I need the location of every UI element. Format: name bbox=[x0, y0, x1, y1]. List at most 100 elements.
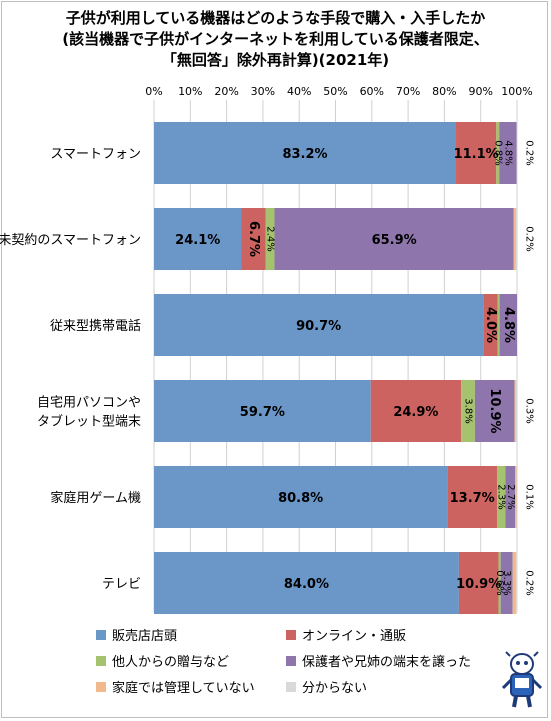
data-label: 0.1% bbox=[524, 484, 535, 509]
bar-segment bbox=[265, 208, 275, 270]
bar-segment bbox=[500, 552, 513, 614]
bar-segment bbox=[515, 466, 517, 528]
x-tick-label: 60% bbox=[360, 85, 384, 98]
legend-item-online: オンライン・通販 bbox=[286, 625, 406, 644]
legend-swatch-not-managed bbox=[96, 681, 106, 692]
data-label: 80.8% bbox=[278, 491, 323, 506]
legend-label-gift: 他人からの贈与など bbox=[112, 655, 230, 670]
data-label: 3.3% bbox=[501, 570, 512, 595]
legend-label-not-managed: 家庭では管理していない bbox=[112, 681, 255, 696]
bar-segment bbox=[456, 122, 497, 184]
category-label: 家庭用ゲーム機 bbox=[50, 490, 141, 506]
data-label: 10.9% bbox=[456, 577, 501, 592]
data-label: 0.2% bbox=[524, 226, 535, 251]
x-tick-label: 50% bbox=[323, 85, 347, 98]
bar-segment bbox=[447, 466, 498, 528]
bar-segment bbox=[154, 208, 242, 270]
bar-segment bbox=[516, 122, 518, 184]
bar-segment bbox=[499, 294, 517, 356]
legend-item-store: 販売店店頭 bbox=[96, 625, 177, 644]
legend-item-not-managed: 家庭では管理していない bbox=[96, 677, 255, 696]
category-label: テレビ bbox=[102, 577, 141, 592]
data-label: 83.2% bbox=[282, 147, 327, 162]
x-tick-label: 0% bbox=[145, 85, 162, 98]
data-label: 2.7% bbox=[505, 484, 516, 509]
title-line-1: 子供が利用している機器はどのような手段で購入・入手したか bbox=[65, 9, 486, 27]
data-label: 4.8% bbox=[502, 140, 513, 165]
bar-segment bbox=[241, 208, 266, 270]
x-tick-label: 40% bbox=[287, 85, 311, 98]
legend-item-gift: 他人からの贈与など bbox=[96, 651, 229, 670]
bar-segment bbox=[154, 466, 448, 528]
bar-segment bbox=[499, 122, 517, 184]
data-label: 13.7% bbox=[450, 491, 495, 506]
data-label: 3.8% bbox=[462, 398, 473, 423]
legend-label-online: オンライン・通販 bbox=[302, 629, 407, 644]
bar-segment bbox=[370, 380, 462, 442]
data-label: 2.3% bbox=[496, 484, 507, 509]
legend-swatch-gift bbox=[96, 655, 106, 666]
x-tick-label: 30% bbox=[251, 85, 275, 98]
data-label: 84.0% bbox=[284, 577, 329, 592]
bar-segment bbox=[515, 208, 517, 270]
bar-segment bbox=[154, 122, 457, 184]
bar-segment bbox=[498, 552, 501, 614]
title-line-3: 「無回答」除外再計算)(2021年) bbox=[161, 51, 390, 69]
legend-item-unknown: 分からない bbox=[286, 677, 367, 696]
bar-segment bbox=[513, 208, 516, 270]
legend-label-store: 販売店店頭 bbox=[112, 629, 178, 644]
bar-segment bbox=[474, 380, 515, 442]
chart-legend: 販売店店頭 オンライン・通販 他人からの贈与など 保護者や兄姉の端末を譲った 家… bbox=[96, 620, 536, 712]
bar-segment bbox=[512, 552, 517, 614]
x-tick-label: 70% bbox=[396, 85, 420, 98]
bar-segment bbox=[458, 552, 499, 614]
bar-segment bbox=[461, 380, 475, 442]
category-label: スマートフォン bbox=[50, 147, 141, 162]
bar-segment bbox=[154, 294, 484, 356]
x-tick-label: 10% bbox=[178, 85, 202, 98]
legend-item-handed-down: 保護者や兄姉の端末を譲った bbox=[286, 651, 471, 670]
data-label: 6.7% bbox=[246, 221, 261, 257]
data-label: 10.9% bbox=[487, 388, 502, 433]
x-tick-label: 100% bbox=[501, 85, 532, 98]
chart-title: 子供が利用している機器はどのような手段で購入・入手したか (該当機器で子供がイン… bbox=[0, 8, 551, 71]
data-label: 0.2% bbox=[524, 570, 535, 595]
legend-swatch-store bbox=[96, 629, 106, 640]
category-label: タブレット型端末 bbox=[37, 414, 141, 430]
bar-segment bbox=[516, 552, 517, 614]
bar-segment bbox=[505, 466, 516, 528]
legend-label-unknown: 分からない bbox=[302, 681, 368, 696]
data-label: 2.4% bbox=[265, 226, 276, 251]
bar-segment bbox=[483, 294, 498, 356]
legend-swatch-online bbox=[286, 629, 296, 640]
category-label: 従来型携帯電話 bbox=[50, 318, 141, 334]
data-label: 0.6% bbox=[494, 570, 505, 595]
legend-swatch-unknown bbox=[286, 681, 296, 692]
data-label: 65.9% bbox=[372, 233, 417, 248]
legend-label-handed-down: 保護者や兄姉の端末を譲った bbox=[302, 655, 472, 670]
bar-segment bbox=[274, 208, 514, 270]
x-tick-label: 90% bbox=[468, 85, 492, 98]
bar-segment bbox=[497, 466, 506, 528]
data-label: 24.1% bbox=[175, 233, 220, 248]
mascot-illustration bbox=[501, 651, 543, 708]
data-label: 90.7% bbox=[296, 319, 341, 334]
bar-segment bbox=[154, 380, 371, 442]
data-label: 24.9% bbox=[393, 405, 438, 420]
category-label: 自宅用パソコンや bbox=[37, 396, 141, 411]
category-label: 未契約のスマートフォン bbox=[0, 233, 141, 248]
data-label: 4.8% bbox=[501, 307, 516, 343]
x-tick-label: 80% bbox=[432, 85, 456, 98]
bar-segment bbox=[154, 552, 459, 614]
title-line-2: (該当機器で子供がインターネットを利用している保護者限定、 bbox=[62, 30, 489, 48]
data-label: 4.0% bbox=[483, 307, 498, 343]
bar-segment bbox=[515, 380, 517, 442]
bar-segment bbox=[496, 122, 500, 184]
data-label: 0.2% bbox=[524, 140, 535, 165]
data-label: 0.3% bbox=[524, 398, 535, 423]
data-label: 59.7% bbox=[240, 405, 285, 420]
x-tick-label: 20% bbox=[214, 85, 238, 98]
bar-segment bbox=[514, 380, 516, 442]
